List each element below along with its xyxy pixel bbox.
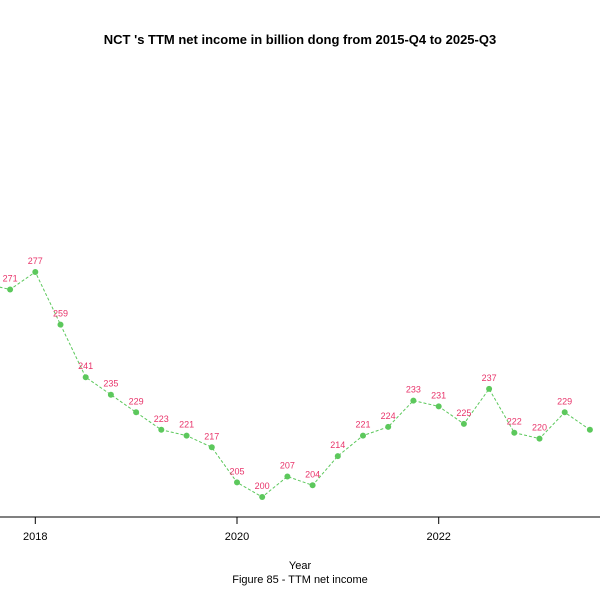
data-label: 205: [229, 466, 244, 476]
data-label: 224: [381, 411, 396, 421]
data-point: [586, 426, 593, 433]
data-label: 237: [482, 373, 497, 383]
data-point: [82, 374, 89, 381]
data-label: 271: [3, 274, 18, 284]
x-tick-label: 2018: [23, 531, 47, 543]
data-label: 235: [103, 379, 118, 389]
data-label: 233: [406, 385, 421, 395]
data-point: [410, 397, 417, 404]
data-label: 229: [557, 396, 572, 406]
data-label: 223: [154, 414, 169, 424]
data-point: [511, 429, 518, 436]
data-point: [234, 479, 240, 486]
data-label: 204: [305, 469, 320, 479]
data-label: 221: [179, 420, 194, 430]
x-axis-label: Year: [289, 560, 312, 572]
data-label: 217: [204, 431, 219, 441]
data-point: [183, 432, 190, 439]
data-point: [536, 435, 543, 442]
data-label: 207: [280, 461, 295, 471]
data-point: [486, 385, 493, 392]
data-point: [561, 409, 568, 416]
data-label: 277: [28, 256, 43, 266]
series-line: [0, 271, 591, 498]
data-point: [309, 482, 316, 489]
data-point: [360, 432, 366, 439]
data-label: 229: [129, 396, 144, 406]
chart-title: NCT 's TTM net income in billion dong fr…: [104, 32, 496, 47]
data-point: [107, 391, 114, 398]
data-label: 241: [78, 361, 93, 371]
data-label: 259: [53, 309, 68, 319]
data-point: [284, 473, 291, 480]
data-point: [334, 453, 341, 460]
x-tick-label: 2020: [225, 531, 249, 543]
x-tick-label: 2022: [426, 531, 450, 543]
data-point: [435, 403, 442, 410]
data-label: 220: [532, 423, 547, 433]
data-point: [7, 286, 14, 293]
data-point: [133, 409, 140, 416]
figure-caption: Figure 85 - TTM net income: [232, 574, 368, 586]
data-point: [158, 426, 165, 433]
series-layer: 2732712772592412352292232212172052002072…: [0, 256, 593, 500]
data-label: 222: [507, 417, 522, 427]
data-point: [385, 423, 392, 430]
data-point: [32, 269, 39, 275]
data-label: 214: [330, 440, 345, 450]
data-point: [208, 444, 215, 451]
data-label: 231: [431, 390, 446, 400]
data-point: [460, 420, 467, 427]
data-label: 221: [355, 420, 370, 430]
data-label: 225: [456, 408, 471, 418]
x-axis-ticks: 2018 2020 2022: [23, 517, 451, 543]
data-point: [57, 321, 64, 328]
data-label: 200: [255, 481, 270, 491]
data-point: [259, 494, 266, 500]
